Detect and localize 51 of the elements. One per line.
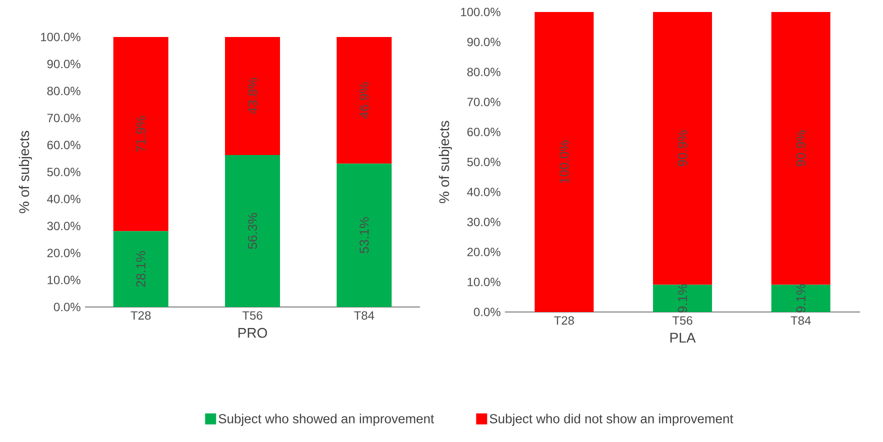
x-axis-title: PLA: [670, 332, 696, 343]
y-tick-label: 30.0%: [47, 222, 80, 230]
y-tick-label: 70.0%: [467, 98, 500, 106]
bar: [225, 36, 280, 155]
y-tick-label: 10.0%: [48, 276, 80, 284]
legend-label: Subject who did not show an improvement: [490, 414, 734, 426]
x-axis-title: PRO: [238, 328, 267, 338]
y-tick-label: 90.0%: [467, 38, 500, 46]
bar: [113, 231, 168, 307]
bar: [225, 154, 280, 307]
y-tick-label: 20.0%: [467, 248, 500, 256]
bar: [336, 164, 392, 307]
y-tick-label: 40.0%: [47, 194, 80, 204]
data-label: 90.9%: [678, 130, 688, 166]
x-tick-label: T28: [130, 311, 151, 320]
x-tick-label: T56: [242, 311, 262, 320]
y-tick-label: 80.0%: [467, 68, 500, 76]
y-tick-label: 60.0%: [467, 128, 500, 136]
x-tick-label: T56: [672, 316, 692, 325]
bar: [336, 36, 392, 164]
data-label: 9.1%: [678, 284, 688, 313]
y-tick-label: 20.0%: [47, 248, 80, 258]
bar: [113, 36, 168, 232]
x-tick-label: T84: [354, 311, 374, 320]
x-tick-label: T28: [554, 316, 574, 325]
y-tick-label: 100.0%: [41, 32, 80, 42]
y-tick-label: 80.0%: [47, 86, 80, 96]
y-axis-title: % of subjects: [18, 130, 32, 214]
data-label: 28.1%: [136, 251, 146, 287]
y-tick-label: 0.0%: [474, 308, 500, 316]
data-label: 100.0%: [560, 140, 569, 184]
data-label: 53.1%: [360, 217, 369, 254]
y-tick-label: 10.0%: [468, 278, 500, 286]
data-label: 9.1%: [796, 284, 806, 313]
y-tick-label: 40.0%: [467, 188, 500, 196]
data-label: 71.9%: [136, 116, 146, 152]
y-tick-label: 100.0%: [461, 8, 500, 16]
data-label: 90.9%: [796, 130, 806, 166]
y-tick-label: 50.0%: [467, 158, 500, 166]
y-tick-label: 50.0%: [47, 168, 80, 176]
x-tick-label: T84: [790, 316, 811, 325]
data-label: 46.9%: [360, 82, 369, 118]
legend-label: Subject who showed an improvement: [218, 414, 434, 426]
y-axis-title: % of subjects: [438, 120, 452, 204]
y-tick-label: 60.0%: [47, 140, 80, 150]
y-tick-label: 30.0%: [467, 218, 500, 226]
y-tick-label: 70.0%: [47, 114, 80, 122]
y-tick-label: 0.0%: [54, 302, 80, 312]
data-label: 43.8%: [248, 78, 258, 114]
data-label: 56.3%: [248, 213, 258, 249]
y-tick-label: 90.0%: [47, 60, 80, 68]
